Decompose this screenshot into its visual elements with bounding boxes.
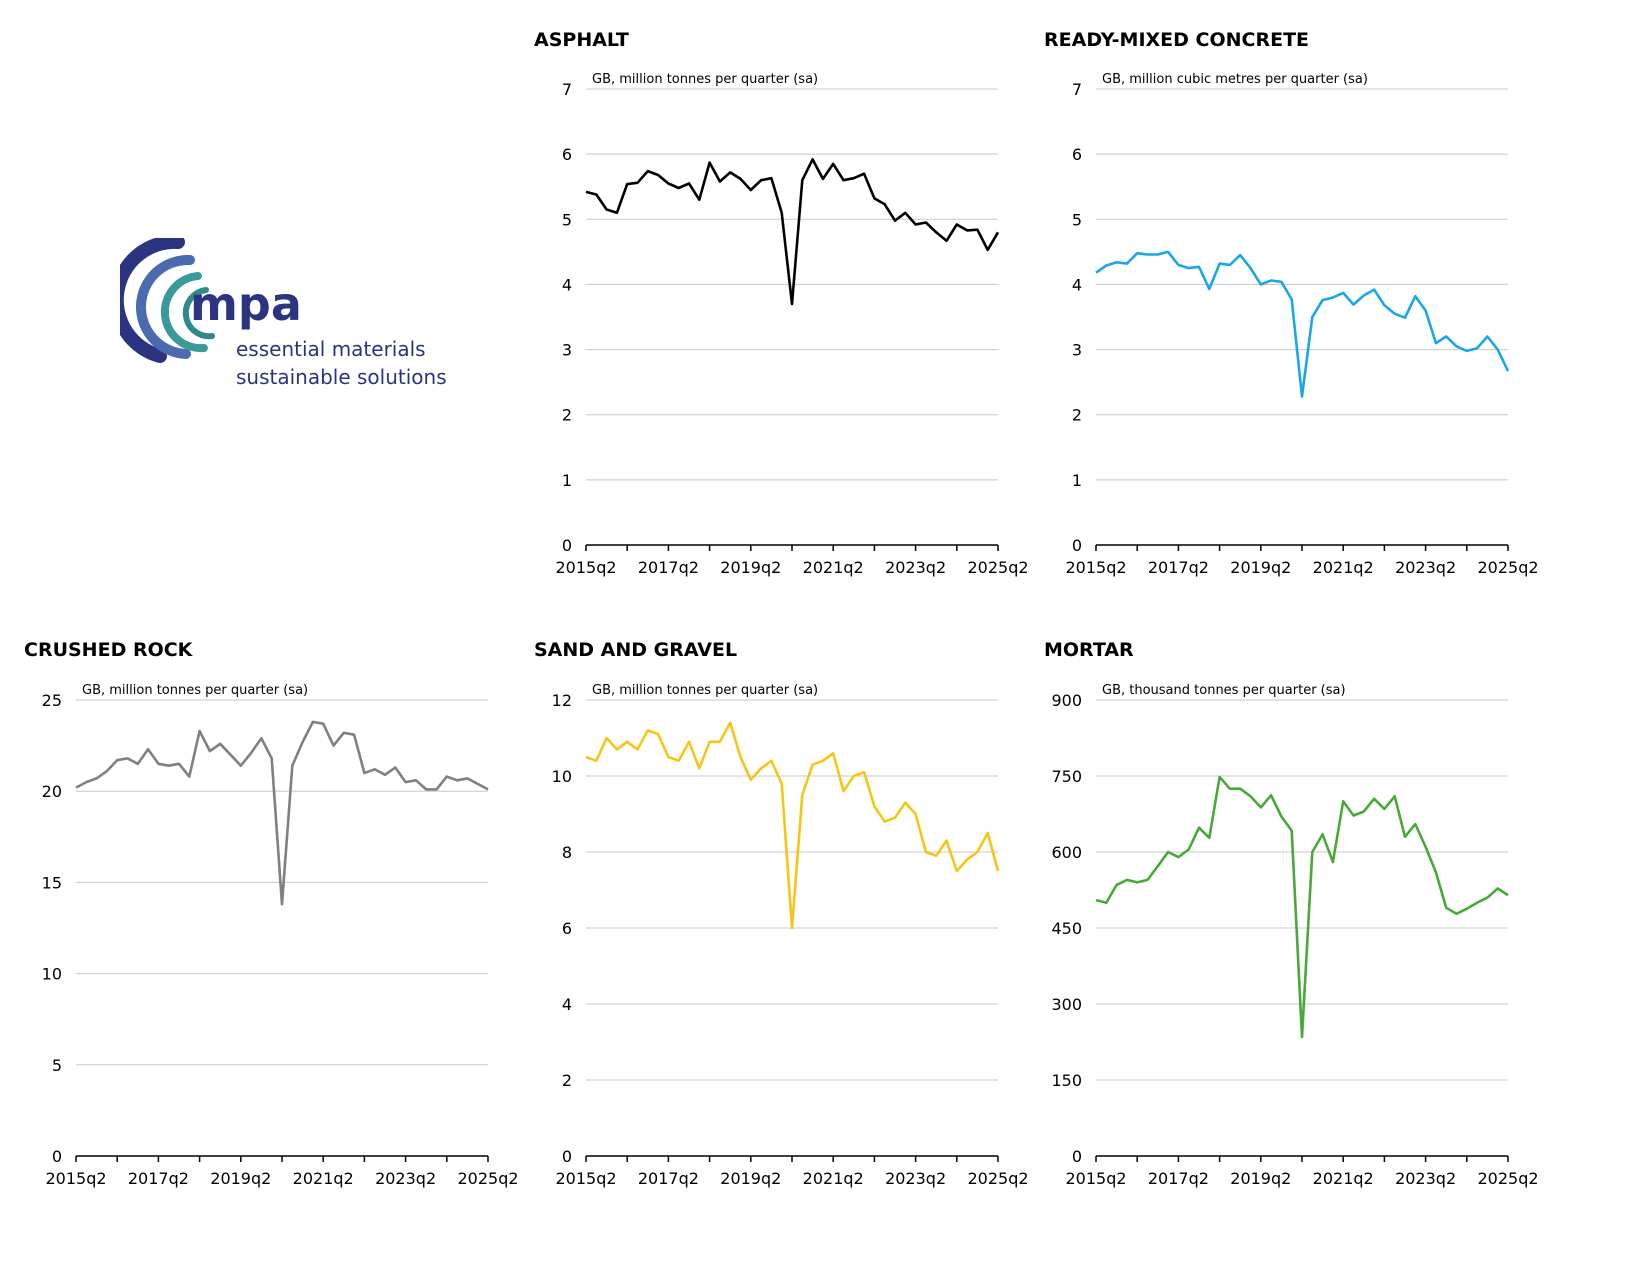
y-tick-label: 1 [562,471,572,490]
y-tick-label: 0 [1072,536,1082,555]
chart-sand-and-gravel-svg: SAND AND GRAVEL GB, million tonnes per qu… [534,639,1029,1188]
series-line-asphalt [585,158,1000,306]
y-tick-label: 1 [1072,471,1082,490]
x-tick-label: 2017q2 [1148,558,1209,577]
x-tick-label: 2017q2 [128,1169,189,1188]
unit-label: GB, million cubic metres per quarter (sa… [1102,72,1368,87]
chart-title: CRUSHED ROCK [24,639,194,661]
chart-crushed-rock-svg: CRUSHED ROCK GB, million tonnes per quart… [24,639,519,1188]
x-tick-label: 2019q2 [1230,558,1291,577]
y-tick-label: 4 [1072,275,1082,294]
x-tick-label: 2023q2 [885,1169,946,1188]
x-tick-label: 2015q2 [45,1169,106,1188]
y-tick-label: 300 [1051,995,1082,1014]
y-tick-label: 2 [1072,406,1082,425]
x-tick-label: 2021q2 [293,1169,354,1188]
x-tick-label: 2025q2 [1477,1169,1538,1188]
x-tick-label: 2021q2 [803,558,864,577]
y-tick-label: 20 [42,782,62,801]
logo-word: mpa [190,277,302,331]
y-tick-label: 6 [562,919,572,938]
x-tick-label: 2017q2 [638,1169,699,1188]
mpa-logo-graphic: mpa essential materials sustainable solu… [109,234,447,389]
chart-title: READY-MIXED CONCRETE [1044,29,1309,51]
y-tick-label: 15 [42,873,62,892]
series-line-mortar [1095,775,1509,1039]
y-tick-label: 2 [562,406,572,425]
chart-asphalt-svg: ASPHALT GB, million tonnes per quarter (s… [534,29,1029,577]
x-tick-label: 2023q2 [885,558,946,577]
x-tick-label: 2021q2 [1313,1169,1374,1188]
x-tick-label: 2019q2 [1230,1169,1291,1188]
x-tick-label: 2025q2 [457,1169,518,1188]
series-line-crushed-rock [75,720,489,906]
y-tick-label: 3 [562,341,572,360]
x-tick-label: 2023q2 [1395,558,1456,577]
x-tick-label: 2025q2 [967,558,1028,577]
logo-line-1: essential materials [236,337,426,361]
series-line-ready-mixed-concrete [1095,250,1510,398]
y-tick-label: 5 [1072,210,1082,229]
x-tick-label: 2021q2 [1313,558,1374,577]
chart-crushed-rock: CRUSHED ROCK GB, million tonnes per quart… [20,630,530,1220]
logo-line-2: sustainable solutions [236,365,447,389]
y-tick-label: 450 [1051,919,1082,938]
x-tick-label: 2025q2 [1477,558,1538,577]
chart-asphalt: ASPHALT GB, million tonnes per quarter (s… [530,20,1040,595]
y-tick-label: 6 [562,145,572,164]
y-tick-label: 900 [1051,691,1082,710]
chart-title: MORTAR [1044,639,1134,661]
x-tick-label: 2015q2 [1065,1169,1126,1188]
y-tick-label: 4 [562,275,572,294]
y-tick-label: 0 [1072,1147,1082,1166]
y-tick-label: 150 [1051,1071,1082,1090]
unit-label: GB, million tonnes per quarter (sa) [82,683,308,698]
x-tick-label: 2019q2 [720,1169,781,1188]
y-tick-label: 750 [1051,767,1082,786]
x-tick-label: 2025q2 [967,1169,1028,1188]
y-tick-label: 600 [1051,843,1082,862]
y-tick-label: 8 [562,843,572,862]
x-tick-label: 2015q2 [1065,558,1126,577]
mpa-logo: mpa essential materials sustainable solu… [109,234,460,408]
y-tick-label: 12 [552,691,572,710]
x-tick-label: 2015q2 [555,1169,616,1188]
y-tick-label: 7 [562,80,572,99]
y-tick-label: 5 [52,1056,62,1075]
chart-title: SAND AND GRAVEL [534,639,737,661]
y-tick-label: 0 [52,1147,62,1166]
chart-title: ASPHALT [534,29,629,51]
x-tick-label: 2019q2 [210,1169,271,1188]
chart-sand-and-gravel: SAND AND GRAVEL GB, million tonnes per qu… [530,630,1040,1220]
chart-mortar: MORTAR GB, thousand tonnes per quarter (s… [1040,630,1550,1220]
y-tick-label: 4 [562,995,572,1014]
x-tick-label: 2017q2 [1148,1169,1209,1188]
x-tick-label: 2015q2 [555,558,616,577]
x-tick-label: 2023q2 [1395,1169,1456,1188]
y-tick-label: 0 [562,1147,572,1166]
y-tick-label: 5 [562,210,572,229]
y-tick-label: 3 [1072,341,1082,360]
y-tick-label: 25 [42,691,62,710]
x-tick-label: 2019q2 [720,558,781,577]
y-tick-label: 2 [562,1071,572,1090]
y-tick-label: 10 [42,965,62,984]
unit-label: GB, thousand tonnes per quarter (sa) [1102,683,1346,698]
chart-mortar-svg: MORTAR GB, thousand tonnes per quarter (s… [1044,639,1539,1188]
x-tick-label: 2023q2 [375,1169,436,1188]
unit-label: GB, million tonnes per quarter (sa) [592,72,818,87]
y-tick-label: 10 [552,767,572,786]
x-tick-label: 2017q2 [638,558,699,577]
chart-ready-mixed-concrete: READY-MIXED CONCRETE GB, million cubic me… [1040,20,1550,595]
series-line-sand-and-gravel [585,721,1000,930]
x-tick-label: 2021q2 [803,1169,864,1188]
y-tick-label: 6 [1072,145,1082,164]
unit-label: GB, million tonnes per quarter (sa) [592,683,818,698]
y-tick-label: 0 [562,536,572,555]
chart-ready-mixed-concrete-svg: READY-MIXED CONCRETE GB, million cubic me… [1044,29,1539,577]
y-tick-label: 7 [1072,80,1082,99]
